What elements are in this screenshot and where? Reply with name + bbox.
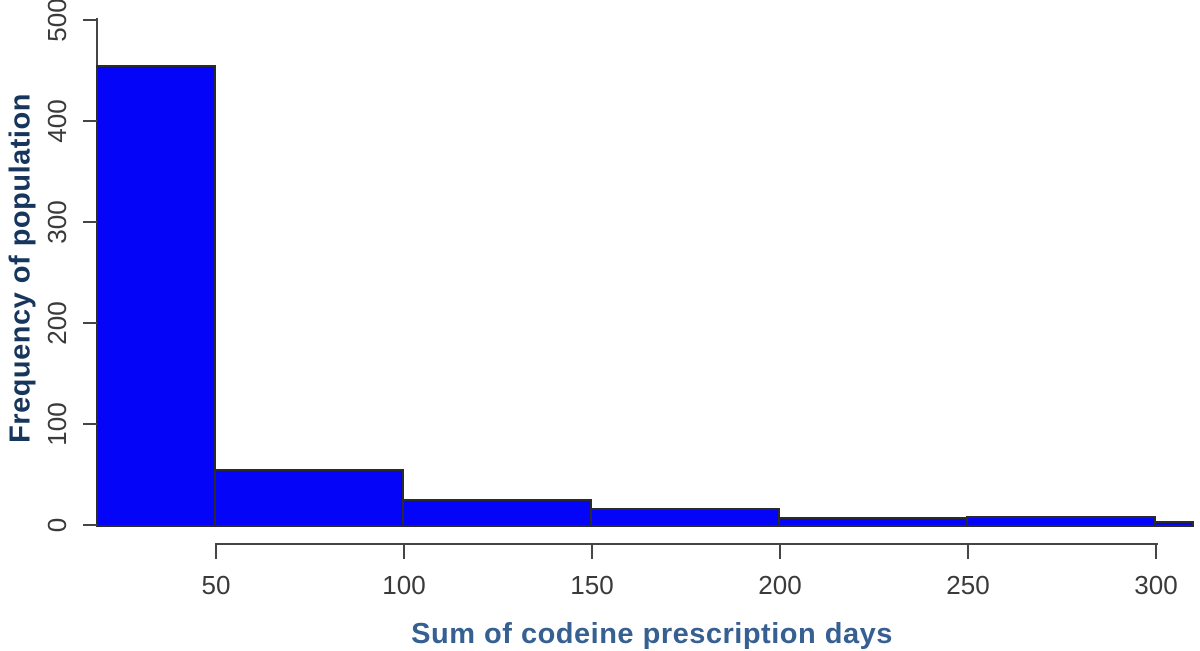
x-tick-label: 250 xyxy=(946,570,990,600)
y-axis-tick xyxy=(83,524,97,526)
y-axis-tick xyxy=(83,423,97,425)
x-tick-label: 100 xyxy=(382,570,426,600)
x-tick-label: 300 xyxy=(1134,570,1178,600)
x-axis-title: Sum of codeine prescription days xyxy=(411,618,893,650)
x-axis-tick xyxy=(591,545,593,559)
x-tick-label: 200 xyxy=(758,570,802,600)
histogram-bar xyxy=(214,469,404,527)
histogram-bar xyxy=(1154,520,1194,527)
y-axis-tick xyxy=(83,120,97,122)
x-axis-tick xyxy=(779,545,781,559)
x-axis-tick xyxy=(967,545,969,559)
y-axis-tick xyxy=(83,322,97,324)
x-tick-label: 150 xyxy=(570,570,614,600)
x-axis-line xyxy=(215,543,1158,545)
histogram-bar xyxy=(96,65,216,527)
x-tick-label: 50 xyxy=(201,570,231,600)
y-axis-tick xyxy=(83,221,97,223)
y-axis-tick xyxy=(83,19,97,21)
x-axis-tick xyxy=(215,545,217,559)
histogram-bar xyxy=(402,498,592,527)
x-axis-tick xyxy=(403,545,405,559)
x-axis-tick xyxy=(1155,545,1157,559)
